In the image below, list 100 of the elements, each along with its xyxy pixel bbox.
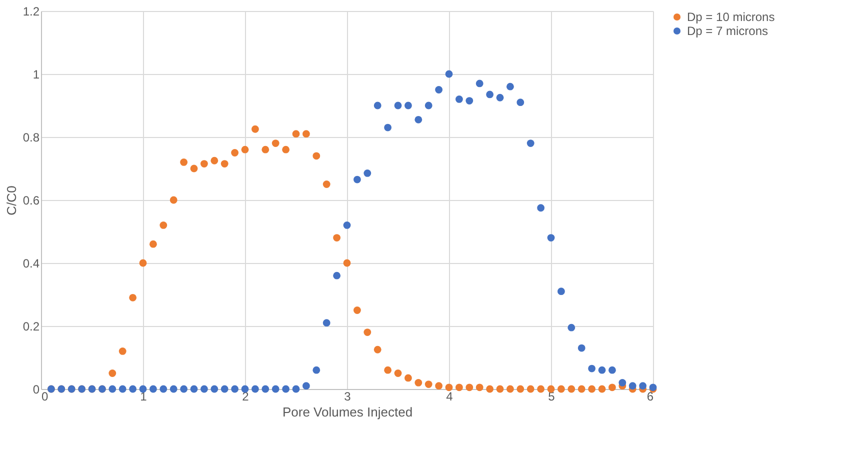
point <box>262 385 270 393</box>
point <box>241 385 249 393</box>
y-tick-label: 0.8 <box>22 130 40 144</box>
point <box>414 379 422 386</box>
x-tick-label: 6 <box>646 390 654 404</box>
point <box>312 366 320 374</box>
point <box>557 288 565 296</box>
point <box>129 385 137 393</box>
point <box>160 385 168 393</box>
point <box>139 385 147 393</box>
point <box>588 385 596 393</box>
legend-label: Dp = 10 microns <box>687 10 775 24</box>
point <box>210 156 218 164</box>
point <box>486 385 494 393</box>
point <box>343 222 351 229</box>
point <box>129 294 137 302</box>
point <box>476 80 484 88</box>
point <box>578 385 586 393</box>
point <box>180 158 188 166</box>
point <box>149 385 157 393</box>
x-tick-label: 1 <box>140 390 148 404</box>
point <box>333 234 341 242</box>
point <box>251 385 259 393</box>
point <box>322 319 330 327</box>
point <box>496 385 504 393</box>
point <box>526 140 534 147</box>
x-tick-label: 3 <box>344 390 352 404</box>
point <box>435 382 443 390</box>
point <box>272 385 280 393</box>
point <box>547 234 555 242</box>
point <box>241 146 249 154</box>
point <box>404 374 412 382</box>
y-tick-label: 0.6 <box>22 194 40 208</box>
point <box>364 170 372 177</box>
point <box>608 366 616 374</box>
point <box>394 102 402 110</box>
point <box>496 94 504 102</box>
point <box>231 385 239 393</box>
point <box>108 370 116 377</box>
point <box>557 385 565 393</box>
point <box>190 164 198 172</box>
point <box>190 385 198 393</box>
point <box>118 348 126 355</box>
point <box>118 385 126 393</box>
point <box>568 324 576 332</box>
y-tick-label: 0.2 <box>22 320 40 334</box>
point <box>302 130 310 138</box>
point <box>547 385 555 393</box>
point <box>251 125 259 133</box>
point <box>364 328 372 336</box>
point <box>506 82 514 90</box>
point <box>180 385 188 393</box>
point <box>639 382 647 390</box>
point <box>424 380 432 388</box>
point <box>537 204 545 212</box>
point <box>404 102 412 110</box>
point <box>608 384 616 392</box>
point <box>139 259 147 267</box>
point <box>435 86 443 94</box>
x-tick-label: 0 <box>42 390 48 404</box>
point <box>272 140 280 147</box>
y-tick-label: 0.4 <box>22 256 40 270</box>
y-tick-label: 1 <box>32 68 40 82</box>
point <box>200 160 208 168</box>
point <box>343 259 351 267</box>
x-tick-label: 5 <box>548 390 556 404</box>
point <box>262 146 270 154</box>
point <box>445 384 453 392</box>
point <box>598 366 606 374</box>
x-tick-label: 4 <box>446 390 454 404</box>
point <box>424 102 432 110</box>
point <box>149 240 157 248</box>
point <box>537 385 545 393</box>
point <box>455 96 463 103</box>
point <box>322 180 330 188</box>
point <box>486 90 494 98</box>
point <box>302 382 310 390</box>
point <box>628 382 636 390</box>
point <box>220 160 228 168</box>
point <box>455 384 463 392</box>
point <box>445 70 453 78</box>
x-axis-title: Pore Volumes Injected <box>282 404 413 420</box>
point <box>466 384 474 392</box>
legend-label: Dp = 7 microns <box>687 24 768 38</box>
point <box>170 196 178 204</box>
point <box>312 152 320 160</box>
point <box>476 384 484 392</box>
point <box>333 272 341 280</box>
point <box>588 364 596 372</box>
point <box>516 385 524 393</box>
point <box>374 346 382 354</box>
point <box>282 146 290 154</box>
point <box>210 385 218 393</box>
point <box>292 385 300 393</box>
point <box>526 385 534 393</box>
point <box>506 385 514 393</box>
y-tick-label: 1.2 <box>22 4 40 18</box>
point <box>292 130 300 138</box>
point <box>200 385 208 393</box>
point <box>384 124 392 132</box>
